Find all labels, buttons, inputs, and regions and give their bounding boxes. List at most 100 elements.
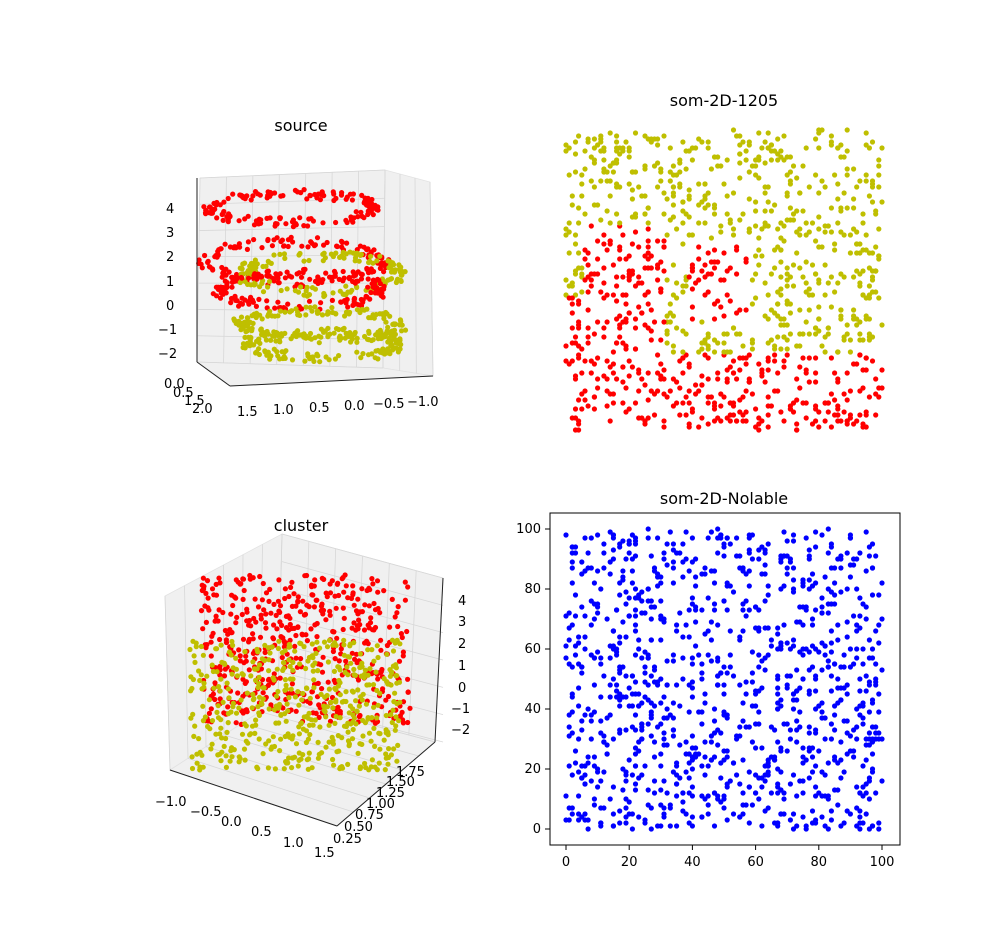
yellow-point [816, 244, 822, 250]
red-point [708, 259, 715, 265]
red-point [276, 280, 282, 286]
red-point [273, 612, 279, 619]
yellow-point [670, 184, 677, 190]
yellow-point [268, 337, 274, 343]
yellow-point [737, 160, 743, 166]
red-point [353, 301, 359, 307]
red-point [255, 604, 262, 610]
yellow-point [271, 677, 277, 683]
yellow-point [670, 349, 677, 355]
red-point [648, 337, 654, 343]
blue-point [689, 814, 696, 820]
yellow-point [290, 667, 296, 673]
blue-point [620, 619, 626, 625]
red-point [705, 376, 711, 382]
red-point [362, 602, 368, 608]
blue-point [699, 661, 705, 667]
blue-point [844, 691, 850, 697]
blue-point [753, 745, 759, 751]
yellow-point [200, 718, 206, 724]
yellow-point [364, 682, 370, 688]
red-point [405, 719, 411, 726]
yellow-point [642, 163, 648, 169]
blue-point [857, 676, 863, 682]
blue-point [838, 589, 844, 595]
red-point [642, 265, 648, 271]
yellow-point [677, 181, 683, 187]
blue-point [639, 721, 645, 727]
yellow-point [288, 686, 294, 692]
grid-line [281, 616, 444, 661]
yellow-point [383, 332, 389, 338]
red-point [222, 627, 228, 634]
blue-point [816, 748, 822, 754]
yellow-point [572, 169, 579, 175]
blue-point [857, 595, 863, 601]
blue-point [683, 811, 689, 817]
blue-point [576, 769, 582, 775]
blue-point [601, 673, 607, 679]
yellow-point [368, 253, 374, 259]
yellow-point [301, 331, 307, 337]
red-point [400, 649, 406, 655]
red-point [576, 397, 582, 403]
z-tick-label: −2 [451, 723, 470, 738]
red-point [389, 596, 395, 603]
blue-point [572, 550, 579, 556]
yellow-point [784, 193, 790, 199]
blue-point [873, 661, 879, 667]
blue-point [797, 709, 803, 715]
red-point [620, 364, 626, 370]
blue-point [876, 709, 882, 715]
yellow-point [354, 339, 360, 345]
yellow-point [285, 760, 291, 766]
yellow-point [569, 280, 575, 286]
blue-point [854, 805, 860, 811]
blue-point [705, 535, 711, 541]
red-point [291, 591, 297, 597]
yellow-point [787, 331, 794, 337]
yellow-point [686, 193, 692, 199]
yellow-point [368, 738, 374, 744]
blue-point [775, 823, 781, 829]
z-tick-label: 0 [166, 299, 174, 314]
yellow-point [394, 758, 400, 764]
blue-point [610, 628, 617, 634]
red-point [677, 358, 683, 364]
blue-point [661, 742, 667, 748]
blue-point [708, 739, 715, 745]
red-point [267, 193, 273, 199]
blue-point [683, 769, 689, 775]
red-point [737, 367, 743, 373]
yellow-point [360, 733, 366, 739]
blue-point [645, 535, 651, 541]
yellow-point [362, 760, 368, 767]
blue-point [721, 757, 727, 763]
red-point [680, 400, 686, 406]
yellow-point [325, 659, 331, 665]
blue-point [632, 613, 639, 619]
yellow-point [282, 309, 288, 315]
yellow-point [330, 737, 336, 744]
yellow-point [277, 251, 283, 257]
yellow-point [854, 250, 860, 256]
yellow-point [863, 178, 869, 184]
yellow-point [278, 287, 284, 294]
blue-point [844, 619, 850, 625]
red-point [340, 626, 346, 633]
yellow-point [263, 741, 269, 747]
yellow-point [797, 265, 803, 271]
red-point [297, 215, 303, 221]
yellow-point [293, 741, 300, 747]
yellow-point [860, 220, 866, 226]
yellow-point [579, 193, 585, 199]
yellow-point [329, 305, 335, 311]
yellow-point [348, 721, 354, 727]
red-point [743, 361, 749, 367]
yellow-point [591, 202, 598, 208]
blue-point [620, 538, 626, 544]
blue-point [664, 706, 670, 712]
red-point [379, 290, 385, 296]
yellow-point [822, 223, 828, 229]
yellow-point [655, 136, 661, 142]
